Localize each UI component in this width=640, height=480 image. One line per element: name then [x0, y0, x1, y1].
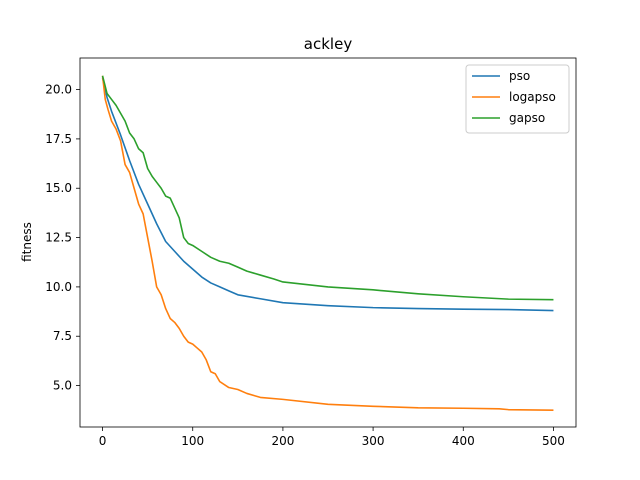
legend-label-pso: pso — [509, 69, 530, 83]
y-tick-label: 15.0 — [45, 181, 72, 195]
x-tick-label: 300 — [362, 434, 385, 448]
y-axis-label: fitness — [20, 222, 34, 262]
series-lines — [101, 75, 554, 412]
y-axis: 5.0 7.5 10.0 12.5 15.0 17.5 20.0 — [45, 83, 80, 393]
legend-label-logapso: logapso — [509, 90, 556, 104]
x-tick-label: 200 — [271, 434, 294, 448]
legend: pso logapso gapso — [465, 64, 570, 134]
y-tick-label: 20.0 — [45, 83, 72, 97]
chart-title: ackley — [304, 35, 353, 53]
y-tick-label: 17.5 — [45, 132, 72, 146]
y-tick-label: 12.5 — [45, 231, 72, 245]
series-line-logapso — [101, 75, 554, 412]
x-tick-label: 0 — [99, 434, 107, 448]
y-tick-label: 10.0 — [45, 280, 72, 294]
x-tick-label: 500 — [542, 434, 565, 448]
legend-box — [465, 64, 570, 134]
plot-frame — [79, 57, 577, 428]
y-tick-label: 5.0 — [53, 379, 72, 393]
series-line-pso — [101, 77, 554, 312]
x-tick-label: 400 — [452, 434, 475, 448]
legend-label-gapso: gapso — [509, 111, 545, 125]
y-tick-label: 7.5 — [53, 329, 72, 343]
series-line-gapso — [101, 75, 554, 301]
x-tick-label: 100 — [181, 434, 204, 448]
x-axis: 0 100 200 300 400 500 — [99, 427, 565, 448]
